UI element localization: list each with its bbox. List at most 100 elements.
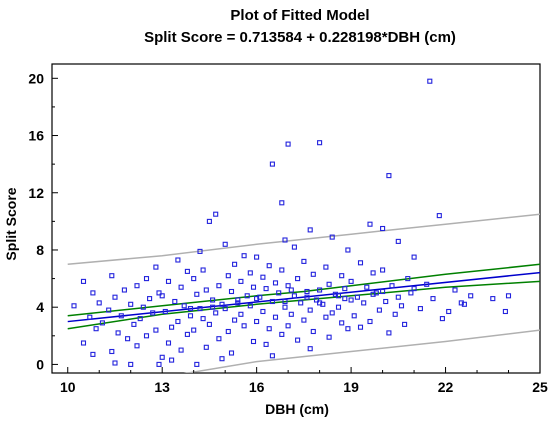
data-point — [380, 225, 386, 232]
y-axis-label: Split Score — [3, 187, 19, 260]
data-point — [361, 300, 367, 306]
data-point — [490, 296, 496, 302]
data-point — [269, 161, 275, 167]
data-point — [128, 361, 134, 367]
data-point — [304, 288, 310, 295]
data-point — [71, 303, 77, 309]
data-point — [112, 360, 118, 366]
data-point — [200, 316, 206, 322]
data-point — [260, 308, 266, 315]
y-tick-label: 20 — [28, 70, 44, 86]
data-point — [304, 294, 310, 300]
data-point — [109, 348, 115, 355]
data-point — [329, 234, 335, 240]
data-points — [71, 78, 512, 367]
data-point — [345, 247, 351, 253]
data-point — [408, 290, 414, 296]
data-point — [380, 267, 386, 273]
data-point — [272, 280, 279, 286]
data-point — [326, 334, 332, 340]
data-point — [291, 293, 297, 299]
data-point — [210, 297, 216, 303]
data-point — [317, 300, 323, 306]
data-point — [222, 241, 228, 247]
data-point — [263, 286, 269, 292]
data-point — [260, 274, 266, 280]
data-point — [241, 323, 247, 329]
data-point — [320, 301, 326, 307]
data-point — [468, 293, 474, 299]
data-point — [90, 290, 96, 296]
data-point — [254, 318, 260, 325]
data-point — [411, 254, 417, 260]
data-point — [90, 351, 96, 357]
data-point — [134, 343, 140, 349]
data-point — [339, 320, 345, 326]
data-point — [206, 321, 212, 327]
data-point — [313, 297, 320, 303]
y-tick-label: 12 — [28, 185, 44, 201]
data-point — [389, 283, 395, 289]
data-point — [505, 293, 512, 299]
data-point — [80, 340, 87, 346]
x-tick-label: 25 — [532, 379, 548, 395]
data-point — [187, 306, 194, 312]
x-tick-label: 19 — [343, 379, 359, 395]
fit-line — [67, 271, 541, 323]
chart-title: Plot of Fitted Model — [230, 7, 369, 24]
data-point — [219, 301, 225, 307]
data-point — [395, 294, 401, 300]
data-point — [310, 271, 316, 277]
confidence-limits — [67, 263, 541, 330]
data-point — [213, 211, 219, 217]
data-point — [241, 253, 247, 259]
data-point — [342, 296, 348, 302]
data-point — [254, 254, 260, 260]
data-point — [285, 141, 291, 147]
data-point — [96, 300, 102, 306]
prediction-lower-line — [183, 329, 540, 373]
data-point — [376, 307, 382, 313]
data-point — [272, 314, 279, 320]
data-point — [458, 300, 464, 306]
data-point — [187, 313, 194, 319]
data-point — [335, 304, 342, 310]
plot-area — [51, 63, 541, 374]
data-point — [295, 276, 301, 282]
data-point — [235, 300, 241, 306]
data-point — [222, 306, 228, 312]
data-point — [380, 288, 386, 295]
data-point — [184, 331, 190, 337]
data-point — [367, 221, 373, 227]
y-tick-label: 16 — [28, 128, 44, 144]
data-point — [307, 307, 313, 313]
data-point — [317, 287, 323, 293]
data-point — [288, 287, 294, 293]
data-point — [125, 336, 131, 342]
data-point — [219, 356, 225, 362]
data-point — [200, 267, 206, 273]
data-point — [269, 298, 275, 305]
data-point — [213, 310, 219, 316]
y-tick-label: 0 — [36, 356, 44, 372]
data-point — [386, 173, 392, 179]
data-point — [348, 278, 354, 284]
data-point — [452, 287, 458, 293]
data-point — [282, 298, 288, 305]
data-point — [417, 306, 423, 312]
data-point — [165, 278, 172, 284]
data-point — [232, 261, 238, 267]
data-point — [310, 328, 316, 335]
data-point — [257, 294, 263, 300]
data-point — [159, 354, 165, 360]
data-point — [436, 213, 442, 219]
data-point — [364, 284, 370, 290]
data-point — [197, 248, 203, 254]
data-point — [140, 304, 146, 310]
fit-line-group — [67, 271, 541, 323]
data-point — [203, 287, 209, 293]
data-point — [402, 321, 408, 327]
data-point — [203, 344, 209, 350]
data-point — [156, 361, 162, 367]
